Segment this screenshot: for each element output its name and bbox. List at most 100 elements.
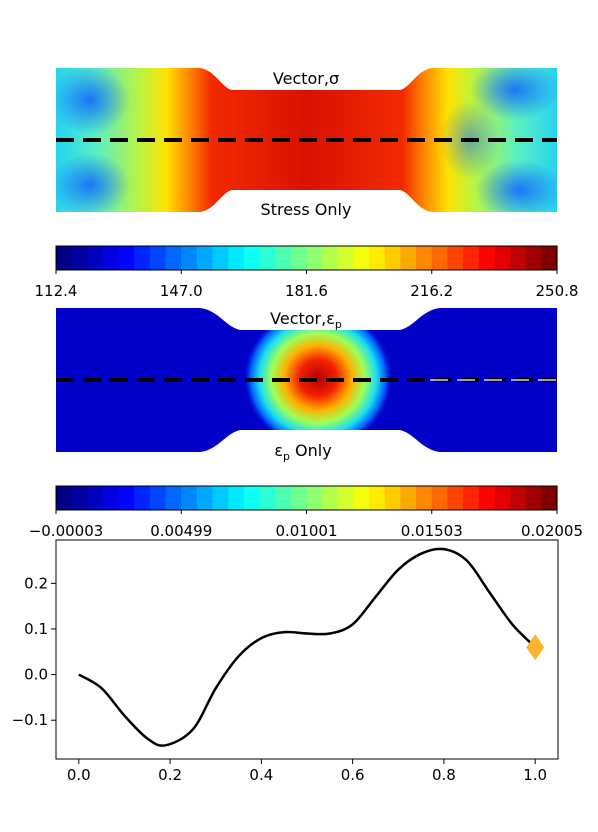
x-tick-label: 0.0 xyxy=(67,766,91,784)
colorbar-swatch xyxy=(494,486,511,510)
colorbar-swatch xyxy=(447,486,464,510)
y-axis-ticks: −0.1 0.0 0.1 0.2 xyxy=(12,574,56,729)
colorbar-swatch xyxy=(525,486,542,510)
colorbar-swatch xyxy=(181,486,198,510)
colorbar-swatch xyxy=(181,246,198,270)
colorbar-swatch xyxy=(369,246,386,270)
stress-low-spot xyxy=(475,160,557,212)
colorbar-swatch xyxy=(259,486,276,510)
colorbar-swatch xyxy=(87,246,104,270)
colorbar-swatch xyxy=(337,246,355,270)
colorbar-swatch xyxy=(431,246,449,270)
colorbar-swatch xyxy=(416,486,433,510)
colorbar-swatch xyxy=(447,246,464,270)
stress-colorbar-ticks: 112.4 147.0 181.6 216.2 250.8 xyxy=(35,282,579,300)
y-tick-label: 0.0 xyxy=(24,666,48,684)
colorbar-swatch xyxy=(71,246,88,270)
colorbar-swatch xyxy=(196,486,214,510)
colorbar-swatch xyxy=(259,246,276,270)
x-tick-label: 0.2 xyxy=(158,766,182,784)
x-tick-label: 0.8 xyxy=(432,766,456,784)
colorbar-swatch xyxy=(275,246,292,270)
colorbar-swatch xyxy=(510,246,527,270)
colorbar-tick-label: 112.4 xyxy=(35,282,78,300)
colorbar-swatch xyxy=(541,246,558,270)
colorbar-tick-label: −0.00003 xyxy=(29,522,104,540)
colorbar-tick-label: 181.6 xyxy=(285,282,328,300)
colorbar-swatch xyxy=(306,486,323,510)
colorbar-tick-label: 216.2 xyxy=(410,282,453,300)
colorbar-swatch xyxy=(134,246,151,270)
strain-colorbar xyxy=(55,485,558,514)
colorbar-swatch xyxy=(118,246,135,270)
plot-frame xyxy=(55,539,559,760)
colorbar-tick-label: 147.0 xyxy=(160,282,203,300)
colorbar-swatch xyxy=(384,486,402,510)
colorbar-swatch xyxy=(290,246,308,270)
strain-hot-zone xyxy=(243,308,393,450)
y-tick-label: −0.1 xyxy=(12,711,48,729)
colorbar-swatch xyxy=(149,246,167,270)
strain-colorbar-ticks: −0.00003 0.00499 0.01001 0.01503 0.02005 xyxy=(29,522,583,540)
colorbar-swatch xyxy=(118,486,135,510)
colorbar-swatch xyxy=(416,246,433,270)
endpoint-marker xyxy=(526,634,545,661)
strain-bottom-label: εp Only xyxy=(274,441,331,463)
colorbar-swatch xyxy=(322,486,339,510)
colorbar-swatch xyxy=(353,486,370,510)
colorbar-swatch xyxy=(322,246,339,270)
colorbar-swatch xyxy=(337,486,355,510)
stress-low-spot xyxy=(56,68,130,135)
colorbar-swatch xyxy=(353,246,370,270)
colorbar-swatch xyxy=(275,486,292,510)
colorbar-swatch xyxy=(196,246,214,270)
colorbar-tick-label: 0.00499 xyxy=(150,522,212,540)
colorbar-swatch xyxy=(400,486,417,510)
colorbar-swatch xyxy=(541,486,558,510)
colorbar-swatch xyxy=(494,246,511,270)
colorbar-swatch xyxy=(165,486,182,510)
colorbar-swatch xyxy=(243,246,261,270)
colorbar-tick-label: 0.01503 xyxy=(401,522,463,540)
colorbar-swatch xyxy=(87,486,104,510)
colorbar-tick-label: 0.02005 xyxy=(521,522,583,540)
colorbar-swatch xyxy=(306,246,323,270)
colorbar-swatch xyxy=(525,246,542,270)
colorbar-swatch xyxy=(463,486,480,510)
colorbar-swatch xyxy=(56,486,73,510)
stress-top-label: Vector,σ xyxy=(273,69,339,88)
stress-low-spot xyxy=(56,153,130,212)
colorbar-swatch xyxy=(431,486,449,510)
colorbar-swatch xyxy=(102,486,120,510)
colorbar-swatch xyxy=(290,486,308,510)
colorbar-tick-label: 0.01001 xyxy=(275,522,337,540)
colorbar-swatch xyxy=(102,246,120,270)
colorbar-swatch xyxy=(56,246,73,270)
y-tick-label: 0.2 xyxy=(24,574,48,592)
colorbar-tick-label: 250.8 xyxy=(536,282,579,300)
data-line xyxy=(78,547,537,747)
line-plot: 0.0 0.2 0.4 0.6 0.8 1.0 −0.1 0.0 0.1 0.2 xyxy=(12,539,559,784)
colorbar-swatch xyxy=(71,486,88,510)
colorbar-swatch xyxy=(212,486,229,510)
colorbar-swatch xyxy=(478,246,495,270)
colorbar-swatch xyxy=(165,246,182,270)
colorbar-swatch xyxy=(228,486,245,510)
colorbar-swatch xyxy=(134,486,151,510)
x-tick-label: 0.6 xyxy=(341,766,365,784)
colorbar-swatch xyxy=(510,486,527,510)
colorbar-swatch xyxy=(228,246,245,270)
x-axis-ticks: 0.0 0.2 0.4 0.6 0.8 1.0 xyxy=(67,759,547,784)
stress-bottom-label: Stress Only xyxy=(261,200,352,219)
colorbar-swatch xyxy=(463,246,480,270)
colorbar-swatch xyxy=(212,246,229,270)
strain-top-label: Vector,εp xyxy=(270,309,342,331)
stress-colorbar xyxy=(55,245,558,274)
colorbar-swatch xyxy=(478,486,495,510)
colorbar-swatch xyxy=(400,246,417,270)
colorbar-swatch xyxy=(149,486,167,510)
x-tick-label: 1.0 xyxy=(523,766,547,784)
stress-low-spot xyxy=(470,68,557,120)
colorbar-swatch xyxy=(243,486,261,510)
x-tick-label: 0.4 xyxy=(249,766,273,784)
